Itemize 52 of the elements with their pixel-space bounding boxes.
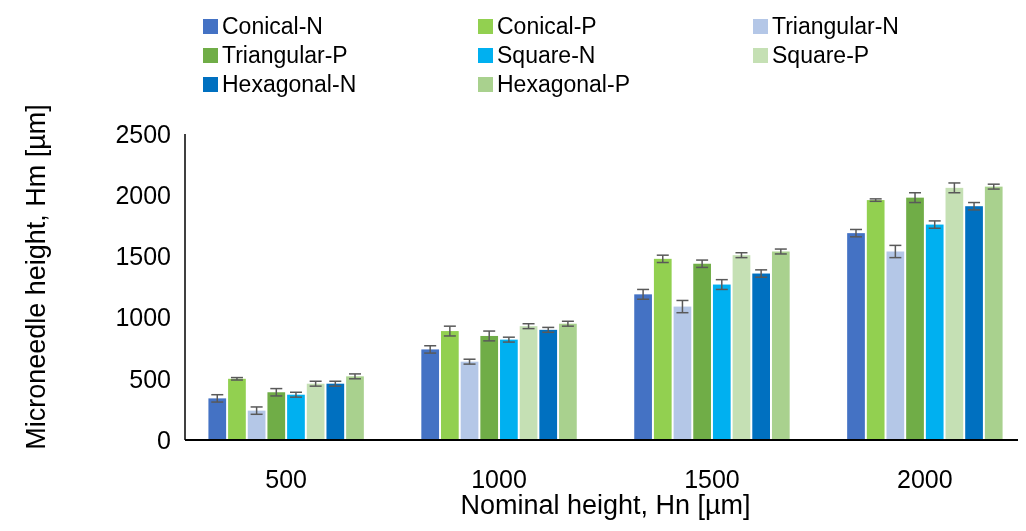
bar (247, 410, 266, 440)
bar (965, 206, 983, 440)
x-tick-label: 500 (265, 465, 307, 493)
bar (326, 383, 345, 440)
legend-label: Triangular-N (772, 13, 899, 40)
bar (421, 349, 440, 440)
y-tick-label: 500 (129, 364, 171, 393)
bar (441, 331, 459, 440)
bar (673, 306, 692, 440)
bar (866, 200, 885, 440)
bar (847, 233, 865, 440)
bar (752, 273, 770, 440)
bar (500, 339, 518, 440)
x-tick-label: 1000 (471, 465, 527, 493)
bar (228, 378, 246, 440)
y-axis-title: Microneedle height, Hm [µm] (21, 104, 51, 450)
bar (906, 197, 924, 440)
bar (984, 186, 1003, 440)
legend-label: Square-N (497, 42, 596, 69)
bar (287, 394, 305, 440)
bar (925, 224, 944, 440)
bar (653, 258, 672, 440)
bar (208, 398, 227, 440)
bar (693, 263, 711, 440)
bar (460, 361, 479, 440)
bar (886, 251, 905, 440)
y-tick-label: 1000 (115, 303, 171, 332)
legend-label: Conical-N (222, 13, 323, 40)
x-tick-label: 1500 (684, 465, 740, 493)
legend-label: Triangular-P (222, 42, 348, 69)
bar (945, 187, 964, 440)
y-tick-label: 2500 (115, 119, 171, 148)
bar (559, 323, 577, 440)
legend-label: Square-P (772, 42, 870, 69)
x-tick-label: 2000 (897, 465, 953, 493)
bar (771, 251, 790, 440)
bar (306, 383, 325, 440)
bar (346, 376, 364, 440)
bar (634, 294, 652, 440)
x-axis-title: Nominal height, Hn [µm] (460, 490, 751, 520)
legend-label: Hexagonal-P (497, 71, 630, 98)
bar (480, 335, 499, 440)
y-tick-label: 1500 (115, 242, 171, 271)
bar (267, 392, 286, 440)
bar (539, 329, 558, 440)
bar (732, 255, 751, 440)
y-tick-label: 2000 (115, 180, 171, 209)
legend-label: Conical-P (497, 13, 597, 40)
bar (712, 284, 731, 440)
bar (519, 326, 538, 440)
y-tick-label: 0 (157, 425, 171, 454)
legend-label: Hexagonal-N (222, 71, 357, 98)
